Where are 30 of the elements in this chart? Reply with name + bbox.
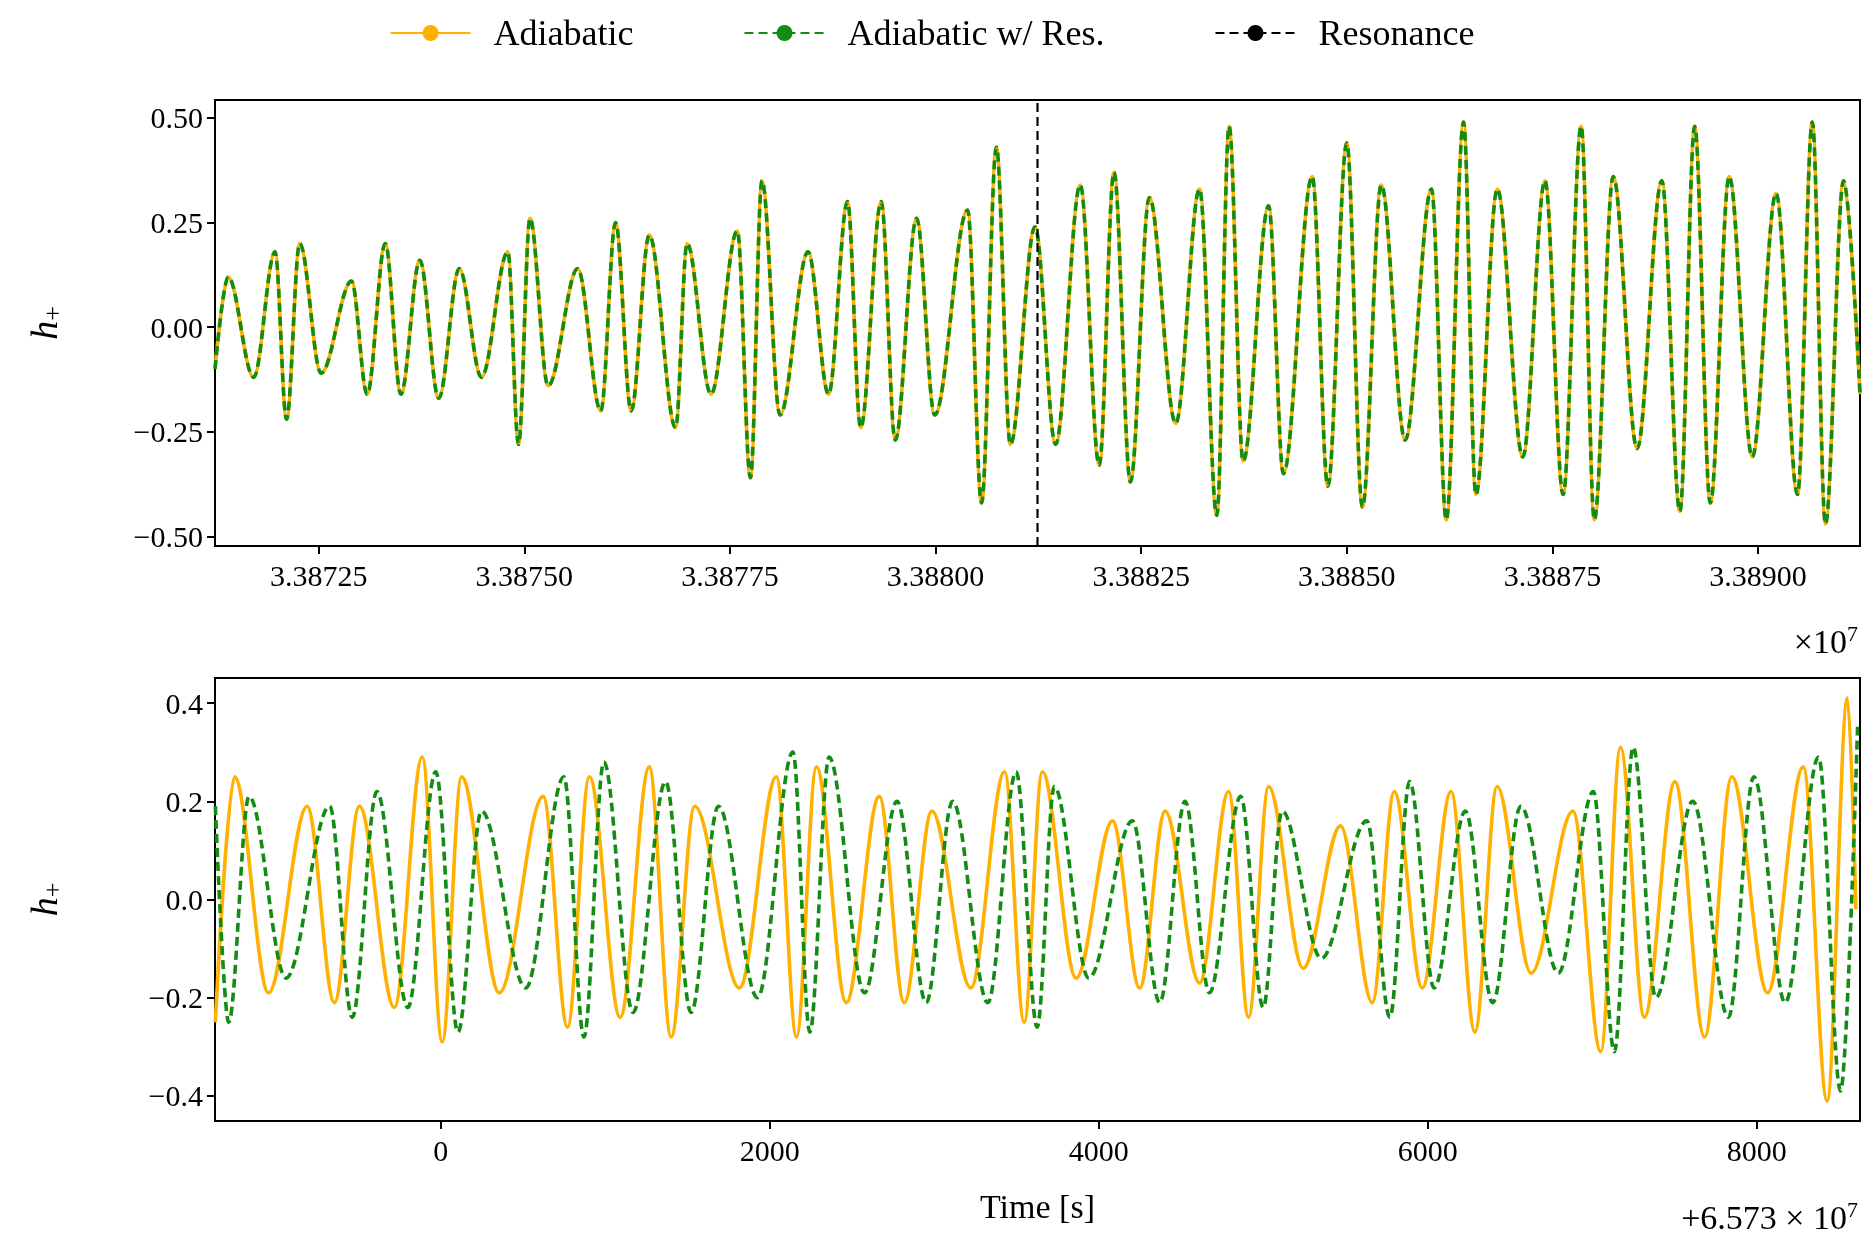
x-tick-label: 6000 [1397, 1133, 1458, 1167]
legend-label: Resonance [1318, 13, 1475, 53]
x-tick-label: 3.38725 [269, 558, 368, 592]
y-tick-label: 0.00 [150, 310, 203, 344]
legend-label: Adiabatic [493, 13, 634, 53]
y-tick-label: −0.25 [133, 415, 203, 449]
y-axis-title: h+ [23, 882, 67, 917]
y-tick-label: 0.25 [150, 206, 203, 240]
x-tick-label: 3.38900 [1709, 558, 1807, 592]
y-tick-label: 0.4 [165, 686, 203, 720]
y-axis-title: h+ [23, 306, 67, 340]
x-tick-label: 3.38800 [886, 558, 985, 592]
x-tick-label: 3.38750 [475, 558, 574, 592]
y-tick-label: −0.2 [148, 981, 203, 1015]
y-tick-label: 0.0 [165, 883, 203, 916]
x-tick-label: 2000 [739, 1133, 800, 1167]
x-tick-label: 3.38875 [1503, 558, 1602, 592]
y-tick-label: −0.50 [133, 519, 203, 553]
x-axis-title: Time [s] [980, 1187, 1095, 1225]
y-tick-label: 0.50 [150, 101, 203, 135]
x-tick-label: 8000 [1726, 1133, 1787, 1167]
x-tick-label: 3.38850 [1298, 558, 1396, 592]
y-tick-label: −0.4 [148, 1079, 203, 1113]
x-tick-label: 4000 [1068, 1133, 1129, 1167]
x-tick-label: 3.38825 [1092, 558, 1190, 592]
line-series [213, 120, 1862, 526]
x-tick-label: 3.38775 [681, 558, 779, 592]
legend-label: Adiabatic w/ Res. [847, 13, 1105, 53]
y-tick-label: 0.2 [165, 784, 203, 818]
x-tick-label: 0 [433, 1133, 449, 1167]
